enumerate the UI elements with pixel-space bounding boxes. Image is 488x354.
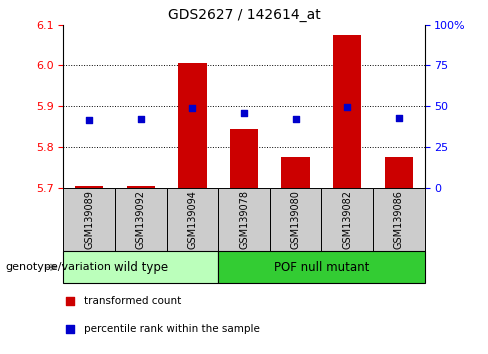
Text: GSM139078: GSM139078 — [239, 190, 249, 249]
Bar — [218, 251, 425, 283]
Bar — [373, 188, 425, 251]
Bar — [115, 188, 166, 251]
Point — [85, 118, 93, 123]
Bar — [178, 63, 206, 188]
Text: POF null mutant: POF null mutant — [274, 261, 369, 274]
Point — [137, 116, 145, 122]
Bar — [75, 185, 103, 188]
Text: GSM139086: GSM139086 — [394, 190, 404, 249]
Bar — [322, 188, 373, 251]
Point — [66, 299, 74, 304]
Bar — [218, 188, 270, 251]
Bar — [63, 188, 115, 251]
Text: transformed count: transformed count — [84, 296, 182, 307]
Bar — [230, 129, 258, 188]
Text: GSM139080: GSM139080 — [290, 190, 301, 249]
Point — [240, 110, 248, 115]
Bar — [166, 188, 218, 251]
Point — [395, 115, 403, 120]
Bar — [282, 157, 310, 188]
Text: GSM139082: GSM139082 — [342, 190, 352, 249]
Bar — [385, 157, 413, 188]
Bar — [63, 251, 218, 283]
Point — [292, 116, 300, 122]
Bar — [333, 35, 362, 188]
Title: GDS2627 / 142614_at: GDS2627 / 142614_at — [167, 8, 321, 22]
Bar — [127, 185, 155, 188]
Text: GSM139094: GSM139094 — [187, 190, 198, 249]
Point — [188, 105, 196, 111]
Bar — [270, 188, 322, 251]
Point — [343, 104, 351, 110]
Text: genotype/variation: genotype/variation — [5, 262, 111, 272]
Text: percentile rank within the sample: percentile rank within the sample — [84, 324, 260, 334]
Text: wild type: wild type — [114, 261, 168, 274]
Point — [66, 326, 74, 331]
Text: GSM139089: GSM139089 — [84, 190, 94, 249]
Text: GSM139092: GSM139092 — [136, 190, 146, 249]
